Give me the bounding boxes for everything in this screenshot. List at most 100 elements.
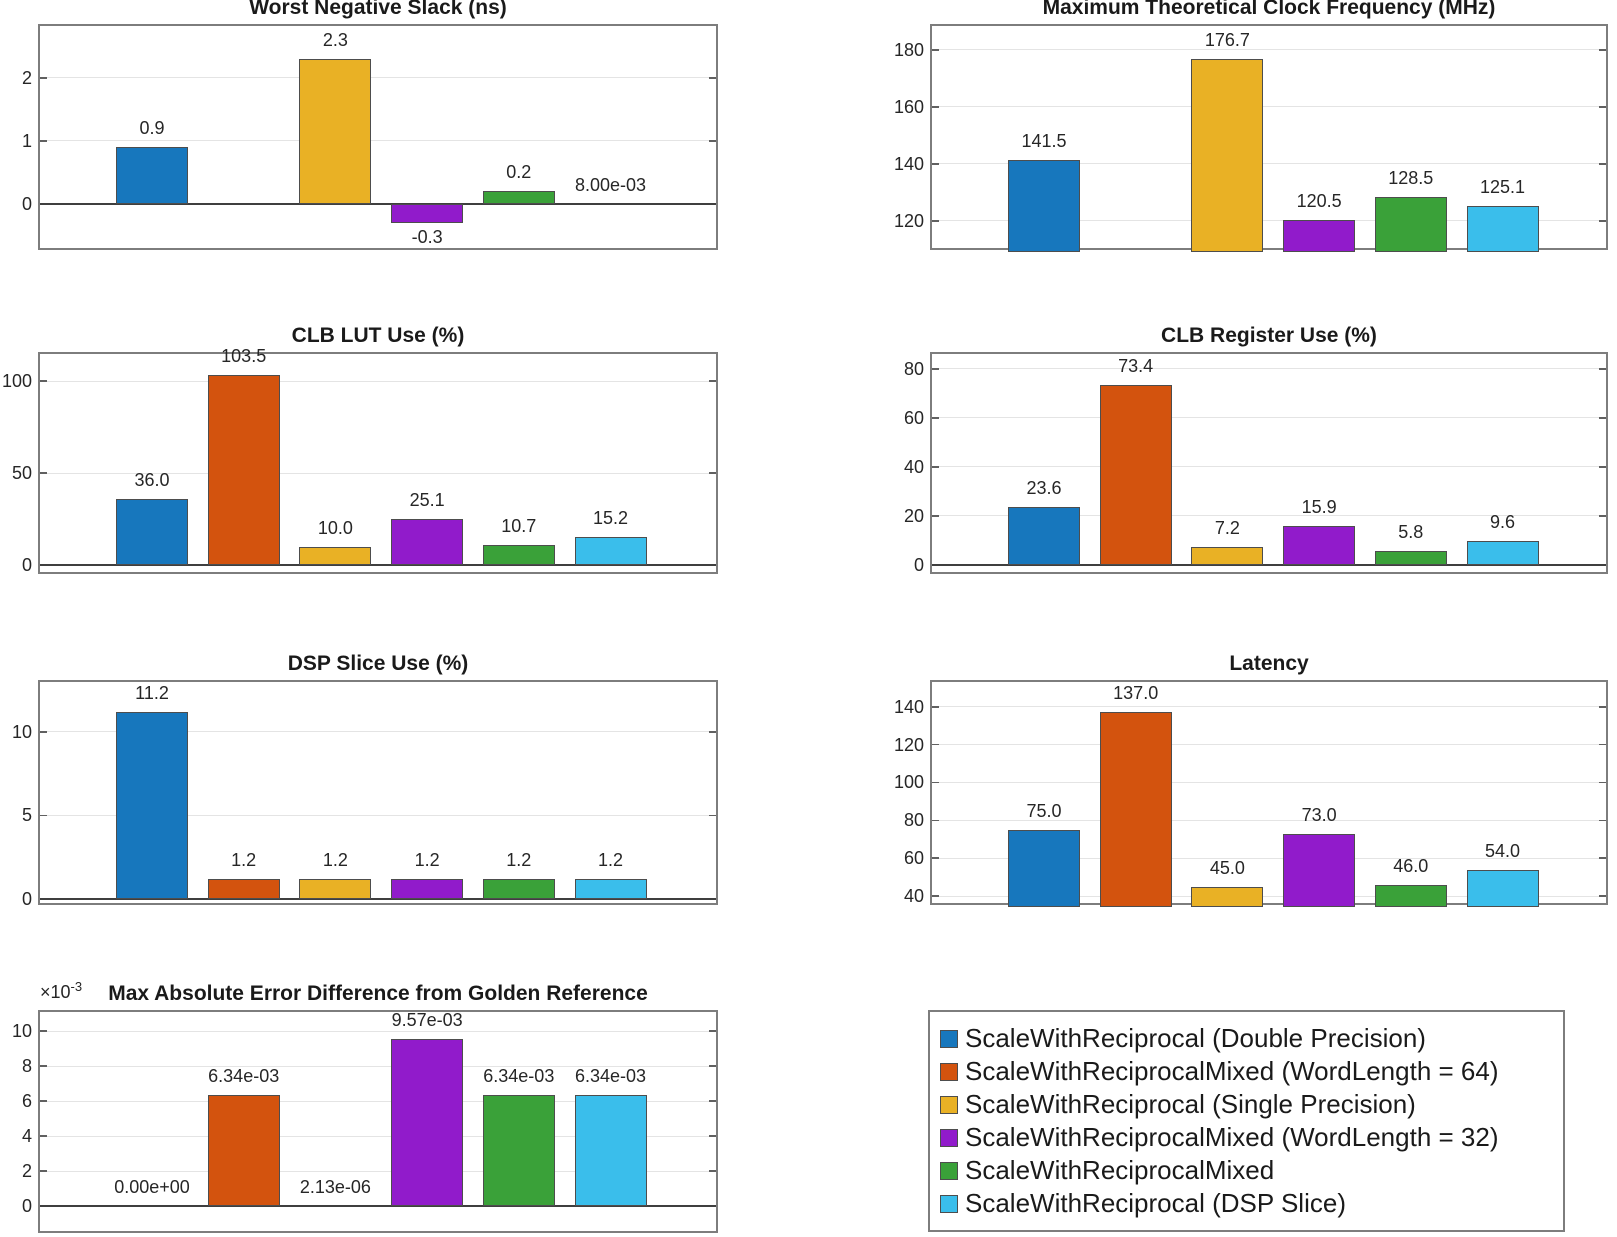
- bar: [1466, 541, 1539, 565]
- bar: [207, 1095, 280, 1206]
- tick-mark: [1599, 49, 1606, 51]
- scale-base: ×10: [40, 982, 71, 1002]
- y-tick-label: 0: [913, 554, 924, 575]
- bar-value-label: 2.13e-06: [299, 1176, 371, 1197]
- tick-mark: [709, 77, 716, 79]
- legend-item: ScaleWithReciprocal (Single Precision): [940, 1088, 1563, 1121]
- bar-value-label: 73.0: [1301, 804, 1337, 825]
- y-tick-label: 40: [903, 456, 924, 477]
- gridline: [40, 1030, 716, 1032]
- tick-mark: [40, 1030, 47, 1032]
- tick-mark: [932, 220, 939, 222]
- bar-value-label: 10.0: [317, 517, 353, 538]
- bar: [1374, 550, 1447, 565]
- legend-item: ScaleWithReciprocalMixed (WordLength = 6…: [940, 1055, 1563, 1088]
- y-tick-label: 100: [1, 371, 32, 392]
- tick-mark: [40, 731, 47, 733]
- bar: [116, 147, 188, 204]
- bar-value-label: 103.5: [221, 345, 267, 366]
- bar-value-label: 73.4: [1118, 356, 1154, 377]
- tick-mark: [932, 895, 939, 897]
- tick-mark: [932, 466, 939, 468]
- x-axis-baseline: [40, 202, 716, 205]
- tick-mark: [709, 1100, 716, 1102]
- tick-mark: [1599, 781, 1606, 784]
- y-tick-label: 10: [11, 1021, 32, 1042]
- y-tick-label: 10: [11, 721, 32, 742]
- x-axis-baseline: [40, 1205, 716, 1207]
- y-tick-label: 180: [893, 39, 924, 60]
- bar: [1191, 59, 1264, 252]
- legend-swatch: [940, 1062, 958, 1081]
- y-tick-label: 40: [903, 886, 924, 907]
- y-tick-label: 120: [893, 210, 924, 231]
- bar: [1466, 206, 1539, 252]
- gridline: [40, 77, 716, 79]
- y-tick-label: 20: [903, 505, 924, 526]
- y-tick-label: 50: [11, 463, 32, 484]
- bar-value-label: 1.2: [231, 849, 257, 870]
- bar: [1099, 712, 1172, 907]
- gridline: [932, 163, 1606, 165]
- tick-mark: [1599, 106, 1606, 108]
- tick-mark: [1599, 220, 1606, 222]
- bar: [1008, 507, 1080, 565]
- gridline: [932, 706, 1606, 708]
- chart-title: CLB Register Use (%): [1161, 324, 1377, 347]
- tick-mark: [932, 417, 939, 419]
- gridline: [932, 857, 1606, 859]
- legend-item-label: ScaleWithReciprocal (Double Precision): [965, 1023, 1426, 1053]
- tick-mark: [1599, 515, 1606, 517]
- bar: [482, 1095, 555, 1206]
- x-axis-baseline: [932, 563, 1606, 566]
- gridline: [932, 466, 1606, 468]
- plot-area: 120 140 160 180 141.5 176.7 120.5 128.5 125.1: [894, 24, 1608, 252]
- bar: [1374, 884, 1447, 907]
- bar-value-label: 1.2: [414, 849, 440, 870]
- chart-title: DSP Slice Use (%): [287, 652, 469, 675]
- bar-value-label: 54.0: [1484, 840, 1521, 861]
- bar: [1283, 526, 1356, 565]
- bar: [482, 545, 555, 565]
- tick-mark: [40, 380, 47, 382]
- y-tick-label: 8: [21, 1056, 32, 1077]
- y-tick-label: 140: [893, 696, 924, 717]
- gridline: [40, 1170, 716, 1172]
- scale-exponent: -3: [70, 979, 83, 994]
- bar: [299, 59, 372, 204]
- tick-mark: [932, 706, 939, 708]
- bar: [207, 374, 280, 565]
- bar-value-label: 176.7: [1204, 30, 1250, 51]
- tick-mark: [709, 1135, 716, 1137]
- chart-max-abs-error: Max Absolute Error Difference from Golde…: [12, 979, 718, 1233]
- tick-mark: [932, 515, 939, 517]
- bar-value-label: 11.2: [135, 682, 169, 703]
- legend-item: ScaleWithReciprocalMixed (WordLength = 3…: [940, 1121, 1563, 1154]
- tick-mark: [932, 49, 939, 51]
- tick-mark: [709, 731, 716, 733]
- gridline: [932, 49, 1606, 51]
- tick-mark: [1599, 163, 1606, 165]
- bar-value-label: 1.2: [322, 849, 348, 870]
- bar-value-label: 6.34e-03: [483, 1066, 555, 1087]
- bar-value-label: 141.5: [1021, 130, 1067, 151]
- y-tick-label: 60: [903, 848, 924, 869]
- tick-mark: [1599, 466, 1606, 468]
- tick-mark: [932, 857, 939, 859]
- gridline: [932, 368, 1606, 370]
- tick-mark: [1599, 857, 1606, 859]
- tick-mark: [1599, 819, 1606, 822]
- gridline: [932, 819, 1606, 821]
- bar-value-label: 0.00e+00: [114, 1177, 190, 1198]
- bar-value-label: 2.3: [322, 30, 348, 51]
- bar-value-label: 120.5: [1296, 190, 1342, 211]
- tick-mark: [932, 368, 939, 370]
- y-tick-label: 5: [21, 805, 32, 826]
- tick-mark: [709, 472, 716, 474]
- tick-mark: [40, 1170, 47, 1172]
- bar-value-label: 9.6: [1489, 512, 1516, 533]
- bar: [1008, 159, 1080, 252]
- bar-value-label: 7.2: [1214, 518, 1240, 539]
- y-tick-label: 100: [893, 772, 924, 793]
